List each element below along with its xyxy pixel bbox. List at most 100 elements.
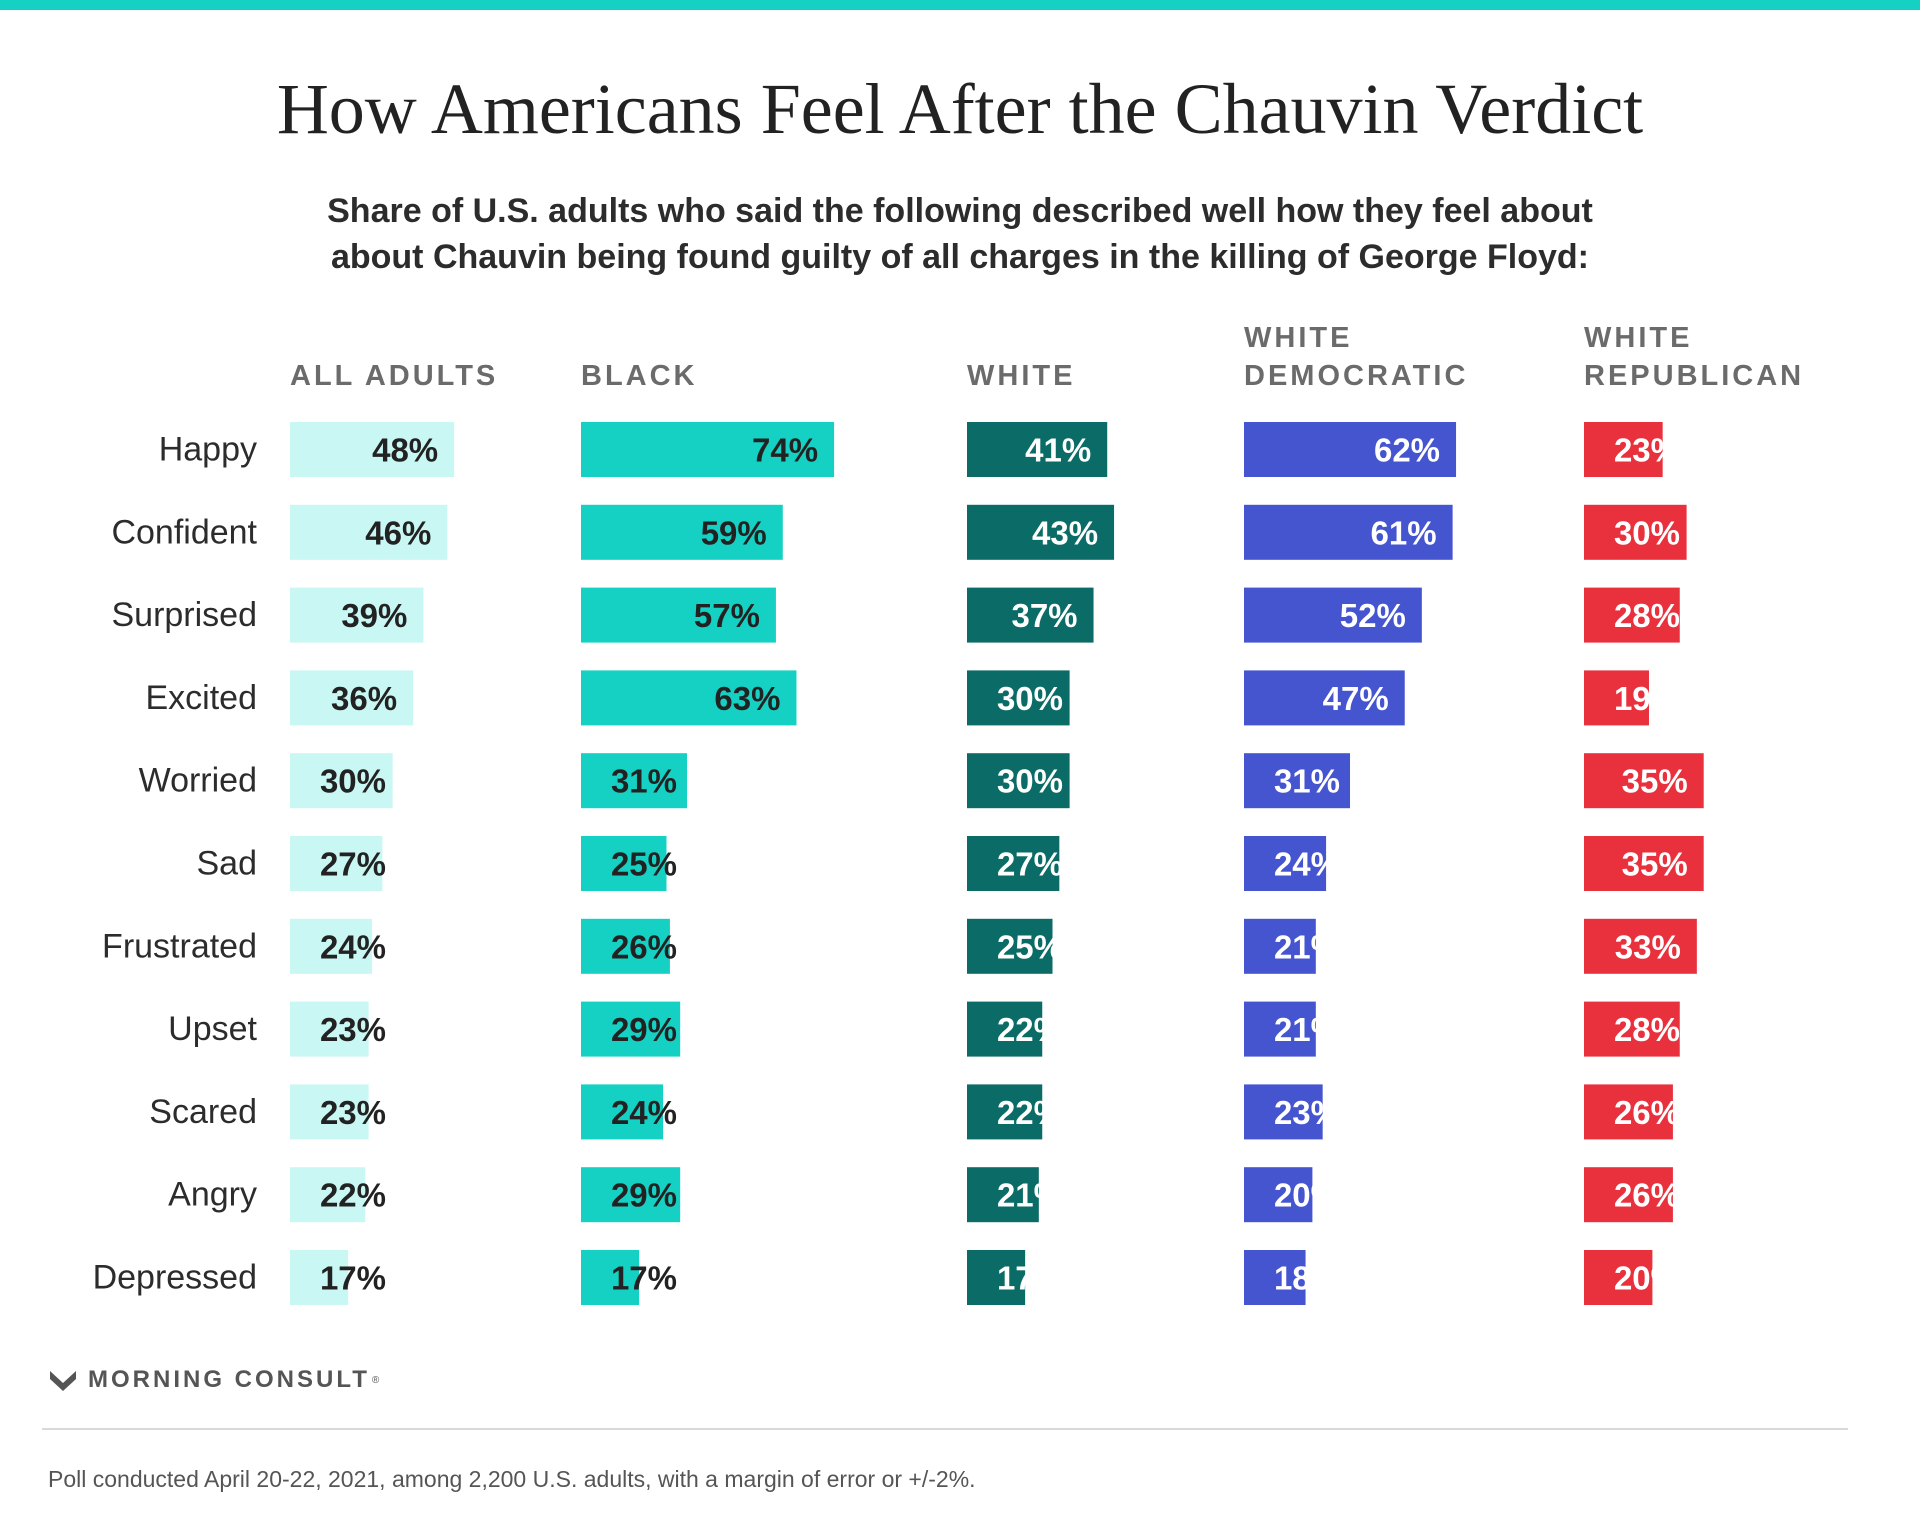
bar-white-democratic-surprised bbox=[1244, 587, 1422, 643]
bar-white-happy bbox=[967, 422, 1108, 477]
logo-text: MORNING CONSULT bbox=[88, 1366, 370, 1393]
data-label-white-republican-depressed: 20% bbox=[1614, 1260, 1680, 1297]
data-label-all-adults-happy: 48% bbox=[372, 432, 438, 469]
footnote: Poll conducted April 20-22, 2021, among … bbox=[48, 1466, 976, 1492]
data-label-white-angry: 21% bbox=[997, 1177, 1063, 1214]
category-label-frustrated: Frustrated bbox=[102, 927, 257, 965]
data-label-all-adults-excited: 36% bbox=[331, 680, 397, 717]
data-label-white-democratic-depressed: 18% bbox=[1274, 1260, 1340, 1297]
data-label-black-excited: 63% bbox=[714, 680, 780, 717]
category-label-upset: Upset bbox=[168, 1010, 257, 1048]
bar-white-depressed bbox=[967, 1250, 1026, 1305]
category-label-happy: Happy bbox=[159, 431, 257, 469]
bar-white-republican-depressed bbox=[1584, 1250, 1653, 1305]
subtitle-line-2: about Chauvin being found guilty of all … bbox=[330, 238, 1590, 276]
data-label-white-democratic-angry: 20% bbox=[1274, 1177, 1340, 1214]
series-header-all-adults: ALL ADULTS bbox=[290, 360, 498, 392]
registered-mark: ® bbox=[371, 1374, 380, 1386]
data-label-white-depressed: 17% bbox=[997, 1260, 1063, 1297]
data-label-white-republican-sad: 35% bbox=[1622, 846, 1688, 883]
data-label-white-democratic-frustrated: 21% bbox=[1274, 928, 1340, 965]
bar-black-excited bbox=[581, 670, 797, 726]
footer-divider bbox=[42, 1428, 1848, 1430]
data-label-black-happy: 74% bbox=[752, 432, 818, 469]
bar-all-adults-surprised bbox=[290, 587, 424, 643]
bar-white-democratic-upset bbox=[1244, 1001, 1316, 1057]
category-label-excited: Excited bbox=[146, 679, 258, 717]
category-label-angry: Angry bbox=[168, 1176, 257, 1214]
data-label-black-worried: 31% bbox=[611, 763, 677, 800]
bar-white-republican-scared bbox=[1584, 1084, 1673, 1140]
bar-all-adults-confident bbox=[290, 504, 448, 560]
bar-white-democratic-frustrated bbox=[1244, 918, 1316, 974]
data-label-all-adults-confident: 46% bbox=[365, 514, 431, 551]
series-header-white-democratic: DEMOCRATIC bbox=[1244, 360, 1468, 392]
bar-white-democratic-confident bbox=[1244, 504, 1453, 560]
data-label-white-republican-worried: 35% bbox=[1622, 763, 1688, 800]
data-label-black-angry: 29% bbox=[611, 1177, 677, 1214]
data-label-white-sad: 27% bbox=[997, 846, 1063, 883]
data-label-white-worried: 30% bbox=[997, 763, 1063, 800]
data-label-white-scared: 22% bbox=[997, 1094, 1063, 1131]
data-label-white-democratic-scared: 23% bbox=[1274, 1094, 1340, 1131]
data-label-white-republican-angry: 26% bbox=[1614, 1177, 1680, 1214]
data-label-white-republican-excited: 19% bbox=[1614, 680, 1680, 717]
chart-title: How Americans Feel After the Chauvin Ver… bbox=[276, 69, 1644, 149]
category-label-scared: Scared bbox=[149, 1093, 257, 1131]
data-label-white-republican-scared: 26% bbox=[1614, 1094, 1680, 1131]
data-label-white-democratic-happy: 62% bbox=[1374, 432, 1440, 469]
bar-all-adults-scared bbox=[290, 1084, 369, 1140]
bar-white-worried bbox=[967, 753, 1070, 809]
data-label-all-adults-upset: 23% bbox=[320, 1011, 386, 1048]
series-header-black: BLACK bbox=[581, 360, 698, 392]
data-label-all-adults-scared: 23% bbox=[320, 1094, 386, 1131]
bar-white-frustrated bbox=[967, 918, 1053, 974]
data-label-white-democratic-worried: 31% bbox=[1274, 763, 1340, 800]
bar-black-happy bbox=[581, 422, 835, 477]
data-label-all-adults-frustrated: 24% bbox=[320, 928, 386, 965]
bar-white-democratic-scared bbox=[1244, 1084, 1323, 1140]
bar-white-excited bbox=[967, 670, 1070, 726]
data-label-all-adults-sad: 27% bbox=[320, 846, 386, 883]
bar-white-sad bbox=[967, 836, 1060, 891]
data-label-black-frustrated: 26% bbox=[611, 928, 677, 965]
data-label-all-adults-surprised: 39% bbox=[341, 597, 407, 634]
bar-white-democratic-excited bbox=[1244, 670, 1405, 726]
bar-black-sad bbox=[581, 836, 667, 891]
series-header-white-republican: WHITE bbox=[1584, 322, 1692, 354]
series-header-white-republican: REPUBLICAN bbox=[1584, 360, 1804, 392]
data-label-white-democratic-excited: 47% bbox=[1323, 680, 1389, 717]
bar-black-confident bbox=[581, 504, 783, 560]
bar-black-surprised bbox=[581, 587, 776, 643]
bar-white-republican-surprised bbox=[1584, 587, 1680, 643]
bar-black-angry bbox=[581, 1167, 681, 1223]
morning-consult-logo: MORNING CONSULT ® bbox=[48, 1366, 379, 1394]
data-label-white-democratic-sad: 24% bbox=[1274, 846, 1340, 883]
category-label-confident: Confident bbox=[111, 513, 257, 551]
data-label-black-confident: 59% bbox=[701, 514, 767, 551]
series-header-white: WHITE bbox=[967, 360, 1075, 392]
data-label-all-adults-depressed: 17% bbox=[320, 1260, 386, 1297]
bar-all-adults-angry bbox=[290, 1167, 366, 1223]
bar-black-upset bbox=[581, 1001, 681, 1057]
data-label-all-adults-worried: 30% bbox=[320, 763, 386, 800]
bar-all-adults-excited bbox=[290, 670, 414, 726]
bar-white-democratic-depressed bbox=[1244, 1250, 1306, 1305]
bar-black-depressed bbox=[581, 1250, 640, 1305]
bar-all-adults-worried bbox=[290, 753, 393, 809]
bar-white-democratic-happy bbox=[1244, 422, 1457, 477]
bar-white-republican-worried bbox=[1584, 753, 1704, 809]
data-label-all-adults-angry: 22% bbox=[320, 1177, 386, 1214]
data-label-white-democratic-surprised: 52% bbox=[1340, 597, 1406, 634]
category-label-worried: Worried bbox=[139, 762, 257, 800]
bar-all-adults-happy bbox=[290, 422, 455, 477]
category-label-surprised: Surprised bbox=[111, 596, 257, 634]
data-label-black-upset: 29% bbox=[611, 1011, 677, 1048]
bar-white-republican-angry bbox=[1584, 1167, 1673, 1223]
top-accent-bar bbox=[0, 0, 1920, 10]
data-label-black-sad: 25% bbox=[611, 846, 677, 883]
bar-black-scared bbox=[581, 1084, 664, 1140]
bar-white-republican-frustrated bbox=[1584, 918, 1697, 974]
data-label-white-excited: 30% bbox=[997, 680, 1063, 717]
